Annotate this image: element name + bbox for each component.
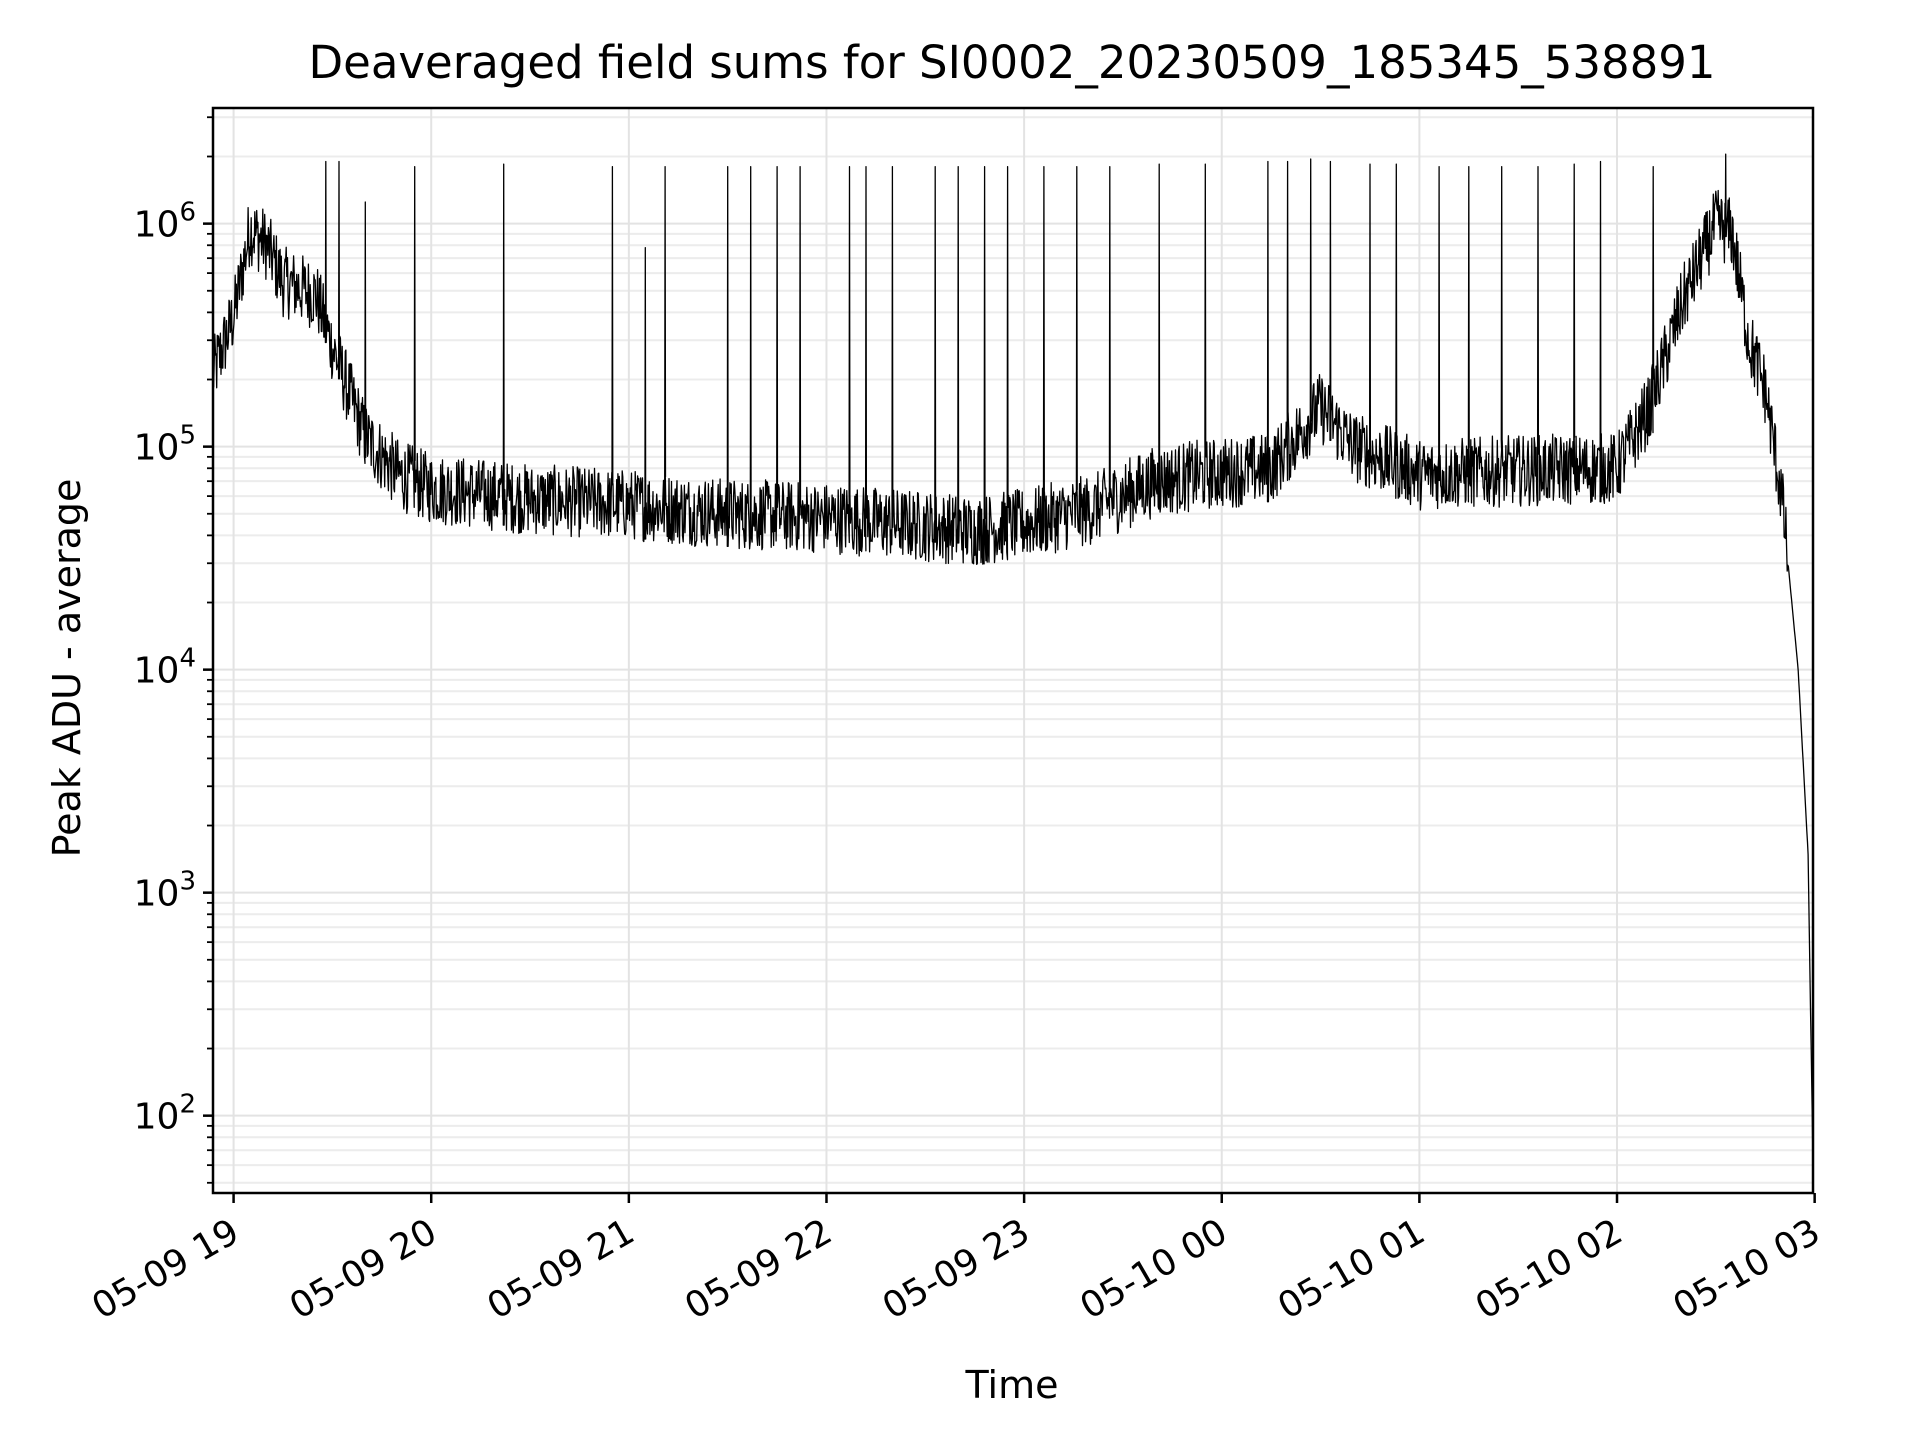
- chart-title: Deaveraged field sums for SI0002_2023050…: [308, 36, 1715, 89]
- grid-layer: [213, 108, 1813, 1193]
- series-line: [212, 153, 1814, 1166]
- ticks-layer: [203, 116, 1816, 1203]
- y-tick-label: 103: [134, 867, 196, 915]
- plot-frame: [211, 106, 1815, 1195]
- y-tick-label: 102: [134, 1090, 196, 1138]
- y-tick-label: 106: [134, 198, 196, 246]
- y-tick-label: 105: [134, 421, 196, 469]
- y-tick-label: 104: [134, 644, 196, 692]
- x-axis-label: Time: [965, 1363, 1059, 1407]
- series-layer: [212, 153, 1814, 1166]
- y-axis-label: Peak ADU - average: [45, 479, 89, 858]
